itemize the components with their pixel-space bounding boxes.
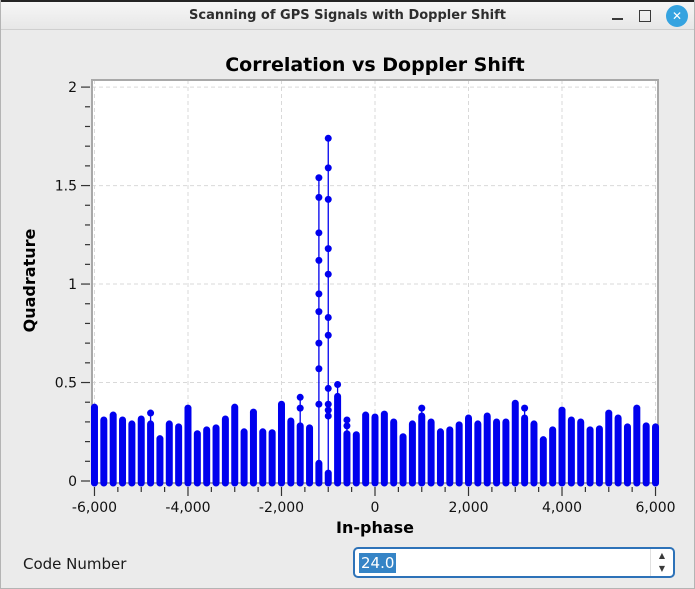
- close-icon: ✕: [671, 9, 683, 23]
- arrow-down-icon: ▼: [658, 564, 666, 574]
- stem: [521, 404, 529, 487]
- title-bar[interactable]: Scanning of GPS Signals with Doppler Shi…: [1, 0, 694, 30]
- svg-text:-2,000: -2,000: [259, 500, 304, 516]
- svg-text:Correlation vs Doppler Shift: Correlation vs Doppler Shift: [225, 54, 525, 76]
- maximize-icon: [639, 10, 651, 22]
- window-title: Scanning of GPS Signals with Doppler Shi…: [189, 8, 506, 23]
- stem: [315, 174, 323, 487]
- svg-text:-6,000: -6,000: [72, 500, 117, 516]
- close-button[interactable]: ✕: [666, 5, 688, 27]
- svg-text:2,000: 2,000: [448, 500, 488, 516]
- stem-series: [90, 134, 660, 487]
- maximize-button[interactable]: [638, 2, 652, 30]
- stem: [418, 404, 426, 487]
- chart-area: -6,000 -4,000 -2,000 0 2,000 4,000 6,000 0 0.5 1 1…: [1, 30, 694, 543]
- svg-text:-4,000: -4,000: [165, 500, 210, 516]
- stem: [296, 393, 304, 487]
- svg-text:1: 1: [68, 277, 77, 293]
- svg-text:0: 0: [371, 500, 380, 516]
- arrow-up-icon: ▲: [658, 550, 666, 560]
- code-number-spinbox[interactable]: 24.0 ▲ ▼: [353, 547, 675, 578]
- svg-text:4,000: 4,000: [542, 500, 582, 516]
- stem: [324, 134, 332, 487]
- stem: [147, 409, 155, 487]
- correlation-plot: -6,000 -4,000 -2,000 0 2,000 4,000 6,000 0 0.5 1 1…: [20, 54, 676, 537]
- spin-buttons: ▲ ▼: [650, 549, 673, 576]
- svg-text:0: 0: [68, 474, 77, 490]
- spin-up-button[interactable]: ▲: [651, 549, 673, 563]
- code-number-label: Code Number: [23, 555, 127, 573]
- minimize-icon: [611, 18, 623, 20]
- spin-down-button[interactable]: ▼: [651, 563, 673, 577]
- svg-text:1.5: 1.5: [55, 179, 77, 195]
- minimize-button[interactable]: [610, 2, 624, 30]
- code-number-input[interactable]: 24.0: [355, 549, 650, 576]
- window-controls: ✕: [610, 2, 688, 30]
- code-number-value: 24.0: [359, 552, 397, 573]
- controls-row: Code Number 24.0 ▲ ▼: [1, 543, 694, 588]
- stem: [343, 416, 351, 487]
- svg-text:Quadrature: Quadrature: [20, 229, 39, 333]
- svg-text:6,000: 6,000: [635, 500, 675, 516]
- svg-text:0.5: 0.5: [55, 376, 77, 392]
- svg-text:2: 2: [68, 80, 77, 96]
- svg-text:In-phase: In-phase: [336, 518, 414, 537]
- stem: [334, 380, 342, 487]
